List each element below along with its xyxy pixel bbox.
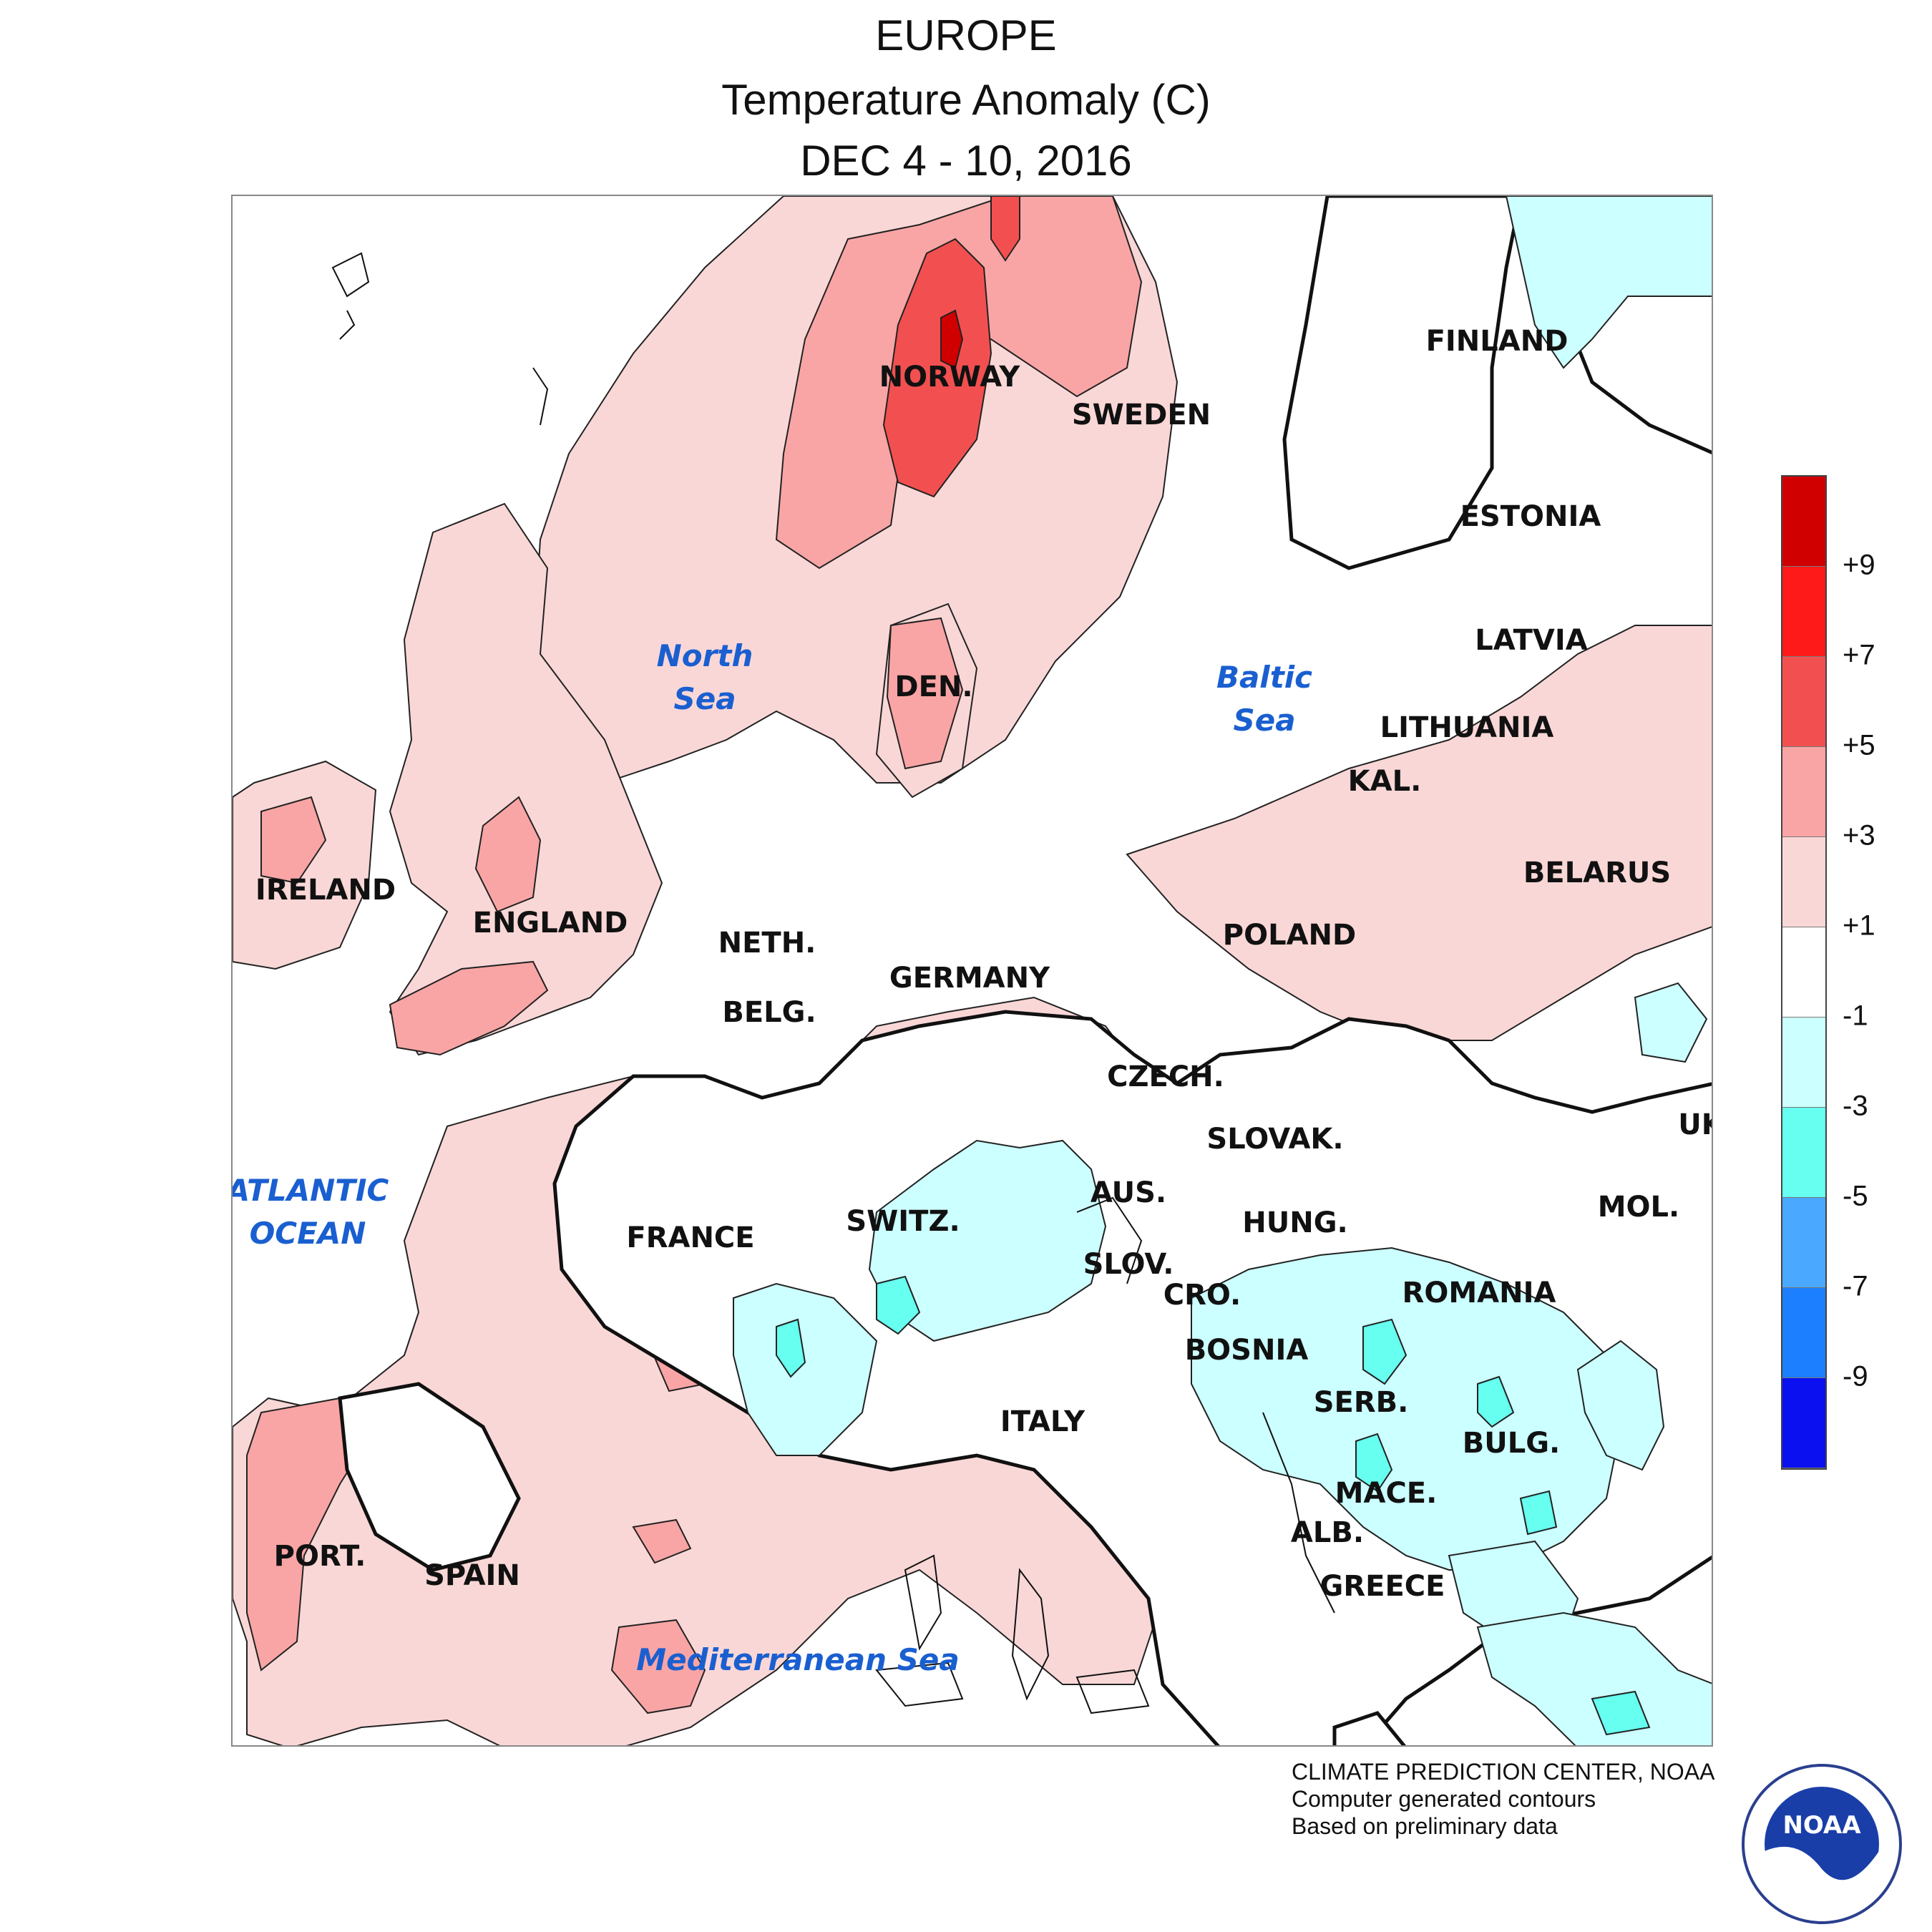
noaa-logo-text: NOAA	[1782, 1811, 1861, 1840]
map-date: DEC 4 - 10, 2016	[800, 137, 1132, 185]
country-label-sweden: SWEDEN	[1071, 399, 1211, 431]
country-label-alb: ALB.	[1290, 1516, 1365, 1549]
country-label-kal: KAL.	[1347, 765, 1422, 798]
country-label-belg: BELG.	[722, 996, 816, 1029]
legend-swatch	[1782, 1198, 1825, 1288]
country-label-ireland: IRELAND	[255, 874, 396, 907]
map-graphics	[233, 196, 1712, 1745]
color-legend	[1781, 475, 1827, 1470]
country-label-italy: ITALY	[1000, 1405, 1085, 1438]
country-label-neth: NETH.	[718, 927, 816, 960]
map-title: EUROPE	[875, 11, 1057, 59]
legend-swatch	[1782, 1378, 1825, 1468]
country-label-latvia: LATVIA	[1475, 624, 1588, 657]
country-label-serb: SERB.	[1313, 1386, 1409, 1419]
anomaly-minus3-regions	[776, 1275, 1651, 1736]
country-label-hung: HUNG.	[1242, 1206, 1348, 1239]
country-label-romania: ROMANIA	[1402, 1277, 1556, 1309]
legend-swatch	[1782, 1018, 1825, 1108]
coastlines	[331, 252, 1335, 1714]
anomaly-map: FINLAND NORWAY SWEDEN ESTONIA LATVIA LITHUANI…	[231, 195, 1713, 1747]
legend-swatch	[1782, 477, 1825, 567]
legend-tick-label: +5	[1843, 729, 1875, 761]
country-label-bosnia: BOSNIA	[1184, 1334, 1309, 1367]
legend-tick-label: -5	[1843, 1180, 1868, 1212]
legend-tick-label: +7	[1843, 639, 1875, 671]
sea-label-baltic-sea: Baltic Sea	[1216, 660, 1313, 738]
country-label-spain: SPAIN	[424, 1559, 520, 1592]
legend-tick-label: -7	[1843, 1270, 1868, 1302]
noaa-logo: NOAA	[1742, 1764, 1902, 1924]
country-label-mol: MOL.	[1597, 1191, 1680, 1224]
legend-swatch	[1782, 837, 1825, 927]
legend-swatch	[1782, 567, 1825, 657]
country-label-slov: SLOV.	[1083, 1248, 1174, 1281]
legend-tick-label: +1	[1843, 909, 1875, 942]
country-label-norway: NORWAY	[879, 361, 1020, 394]
country-label-cro: CRO.	[1163, 1279, 1241, 1312]
country-label-uk: UK	[1678, 1108, 1712, 1141]
sea-label-atlantic-ocean: ATLANTIC OCEAN	[231, 1173, 389, 1251]
map-subtitle: Temperature Anomaly (C)	[721, 76, 1211, 124]
credit-line-3: Based on preliminary data	[1292, 1813, 1558, 1839]
legend-tick-label: -9	[1843, 1360, 1868, 1392]
country-label-port: PORT.	[273, 1540, 366, 1573]
legend-tick-label: -3	[1843, 1090, 1868, 1122]
country-label-france: FRANCE	[626, 1221, 755, 1254]
country-label-lithuania: LITHUANIA	[1380, 711, 1554, 744]
country-label-estonia: ESTONIA	[1460, 500, 1601, 533]
sea-label-mediterranean-sea: Mediterranean Sea	[636, 1642, 960, 1677]
legend-swatch	[1782, 1288, 1825, 1378]
country-label-bulg: BULG.	[1462, 1427, 1561, 1460]
country-label-aus: AUS.	[1090, 1176, 1167, 1209]
legend-swatch	[1782, 1108, 1825, 1198]
country-label-den: DEN.	[894, 670, 973, 703]
country-label-czech: CZECH.	[1107, 1060, 1224, 1093]
sea-label-north-sea: North Sea	[656, 638, 753, 716]
anomaly-plus5-regions	[882, 196, 1020, 498]
legend-swatch	[1782, 657, 1825, 747]
legend-tick-label: -1	[1843, 1000, 1868, 1032]
anomaly-minus1-regions	[733, 196, 1712, 1745]
legend-swatch	[1782, 747, 1825, 837]
country-label-germany: GERMANY	[889, 962, 1050, 995]
legend-tick-label: +9	[1843, 549, 1875, 581]
credit-line-1: CLIMATE PREDICTION CENTER, NOAA	[1292, 1759, 1715, 1785]
country-label-england: ENGLAND	[472, 907, 628, 940]
country-label-finland: FINLAND	[1425, 325, 1568, 358]
credit-line-2: Computer generated contours	[1292, 1786, 1596, 1812]
country-label-belarus: BELARUS	[1523, 857, 1672, 889]
legend-swatch	[1782, 927, 1825, 1018]
country-label-poland: POLAND	[1222, 919, 1357, 952]
country-label-switz: SWITZ.	[846, 1205, 960, 1238]
country-label-greece: GREECE	[1319, 1570, 1445, 1603]
country-label-slovak: SLOVAK.	[1206, 1123, 1344, 1156]
legend-tick-label: +3	[1843, 819, 1875, 852]
country-label-mace: MACE.	[1335, 1477, 1438, 1510]
